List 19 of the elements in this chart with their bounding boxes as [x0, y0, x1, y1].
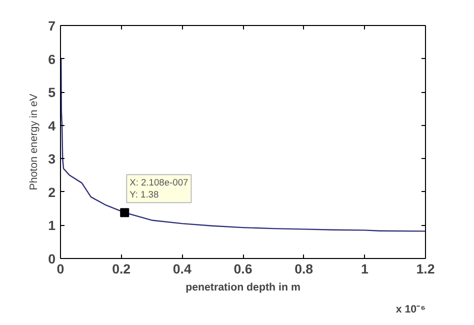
y-tick-label: 6: [48, 52, 56, 67]
y-tick-label: 4: [48, 118, 56, 134]
y-tick-label: 2: [48, 184, 56, 200]
y-tick-label: 1: [48, 218, 56, 234]
y-tick-label: 5: [48, 85, 56, 100]
y-tick-label: 3: [48, 152, 56, 167]
x-tick-label: 0.4: [172, 262, 192, 276]
text: x 10⁻⁶: [396, 304, 426, 316]
y-tick-label: 0: [48, 252, 56, 266]
x-tick-label: 0.2: [112, 262, 131, 276]
x-tick-label: 0.8: [294, 262, 314, 276]
line-series: [60, 58, 426, 232]
x-tick-label: 1: [360, 262, 369, 276]
y-tick-label: 7: [48, 18, 56, 34]
annotation: X: 2.108e-007 Y: 1.38: [130, 178, 188, 200]
x-axis-title: penetration depth in m: [186, 282, 300, 294]
y-axis-title: Photon energy in eV: [28, 92, 40, 190]
x-tick-label: 1.2: [416, 262, 435, 276]
x-tick-label: 0.6: [234, 262, 252, 276]
